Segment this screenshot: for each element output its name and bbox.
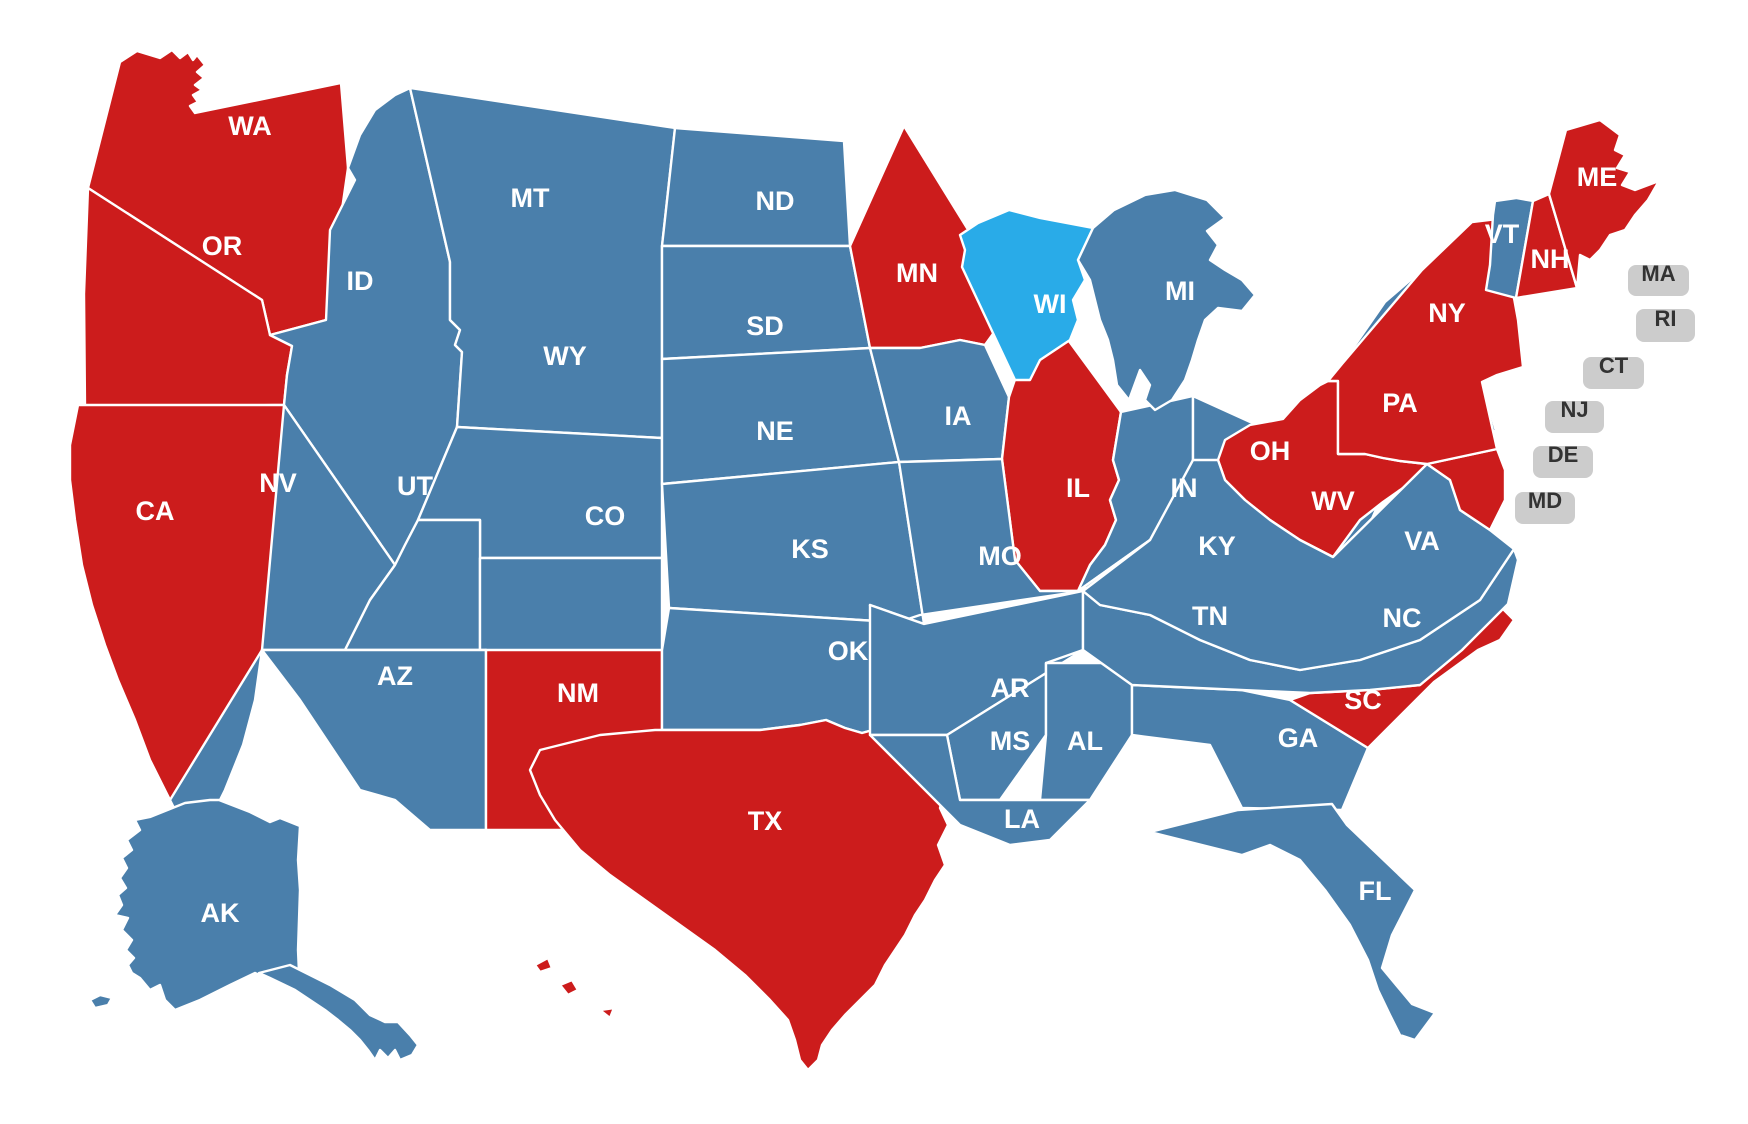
svg-text:GA: GA xyxy=(1278,723,1319,753)
svg-text:WV: WV xyxy=(1311,486,1355,516)
svg-text:RI: RI xyxy=(1655,306,1677,331)
svg-text:UT: UT xyxy=(397,471,433,501)
svg-text:CO: CO xyxy=(585,501,626,531)
svg-text:NH: NH xyxy=(1531,244,1570,274)
svg-text:VT: VT xyxy=(1485,219,1520,249)
svg-text:OK: OK xyxy=(828,636,869,666)
svg-text:WY: WY xyxy=(543,341,587,371)
svg-text:NV: NV xyxy=(259,468,297,498)
svg-text:NM: NM xyxy=(557,678,599,708)
svg-text:LA: LA xyxy=(1004,804,1040,834)
svg-text:TX: TX xyxy=(748,806,783,836)
svg-text:ID: ID xyxy=(347,266,374,296)
svg-text:AK: AK xyxy=(201,898,240,928)
svg-text:NY: NY xyxy=(1428,298,1466,328)
svg-text:OR: OR xyxy=(202,231,243,261)
svg-text:MI: MI xyxy=(1165,276,1195,306)
svg-text:AZ: AZ xyxy=(377,661,413,691)
svg-text:CT: CT xyxy=(1599,353,1629,378)
svg-text:DE: DE xyxy=(1548,442,1579,467)
svg-text:IN: IN xyxy=(1171,473,1198,503)
svg-text:SC: SC xyxy=(1344,685,1382,715)
svg-text:WA: WA xyxy=(228,111,272,141)
svg-text:VA: VA xyxy=(1404,526,1440,556)
svg-text:NE: NE xyxy=(756,416,794,446)
svg-text:TN: TN xyxy=(1192,601,1228,631)
svg-text:FL: FL xyxy=(1359,876,1392,906)
svg-text:AR: AR xyxy=(991,673,1030,703)
svg-text:MN: MN xyxy=(896,258,938,288)
svg-text:ND: ND xyxy=(756,186,795,216)
svg-text:ME: ME xyxy=(1577,162,1618,192)
svg-text:MD: MD xyxy=(1528,488,1562,513)
svg-text:MO: MO xyxy=(978,541,1022,571)
svg-text:NJ: NJ xyxy=(1560,397,1588,422)
svg-text:SD: SD xyxy=(746,311,784,341)
svg-text:MA: MA xyxy=(1641,261,1675,286)
svg-text:IA: IA xyxy=(945,401,972,431)
svg-text:AL: AL xyxy=(1067,726,1103,756)
svg-text:IL: IL xyxy=(1066,473,1090,503)
svg-text:OH: OH xyxy=(1250,436,1291,466)
svg-text:MS: MS xyxy=(990,726,1031,756)
svg-text:WI: WI xyxy=(1034,289,1067,319)
svg-text:KY: KY xyxy=(1198,531,1236,561)
svg-text:MT: MT xyxy=(511,183,550,213)
svg-text:NC: NC xyxy=(1383,603,1422,633)
svg-text:PA: PA xyxy=(1382,388,1418,418)
svg-text:CA: CA xyxy=(136,496,175,526)
svg-text:KS: KS xyxy=(791,534,829,564)
